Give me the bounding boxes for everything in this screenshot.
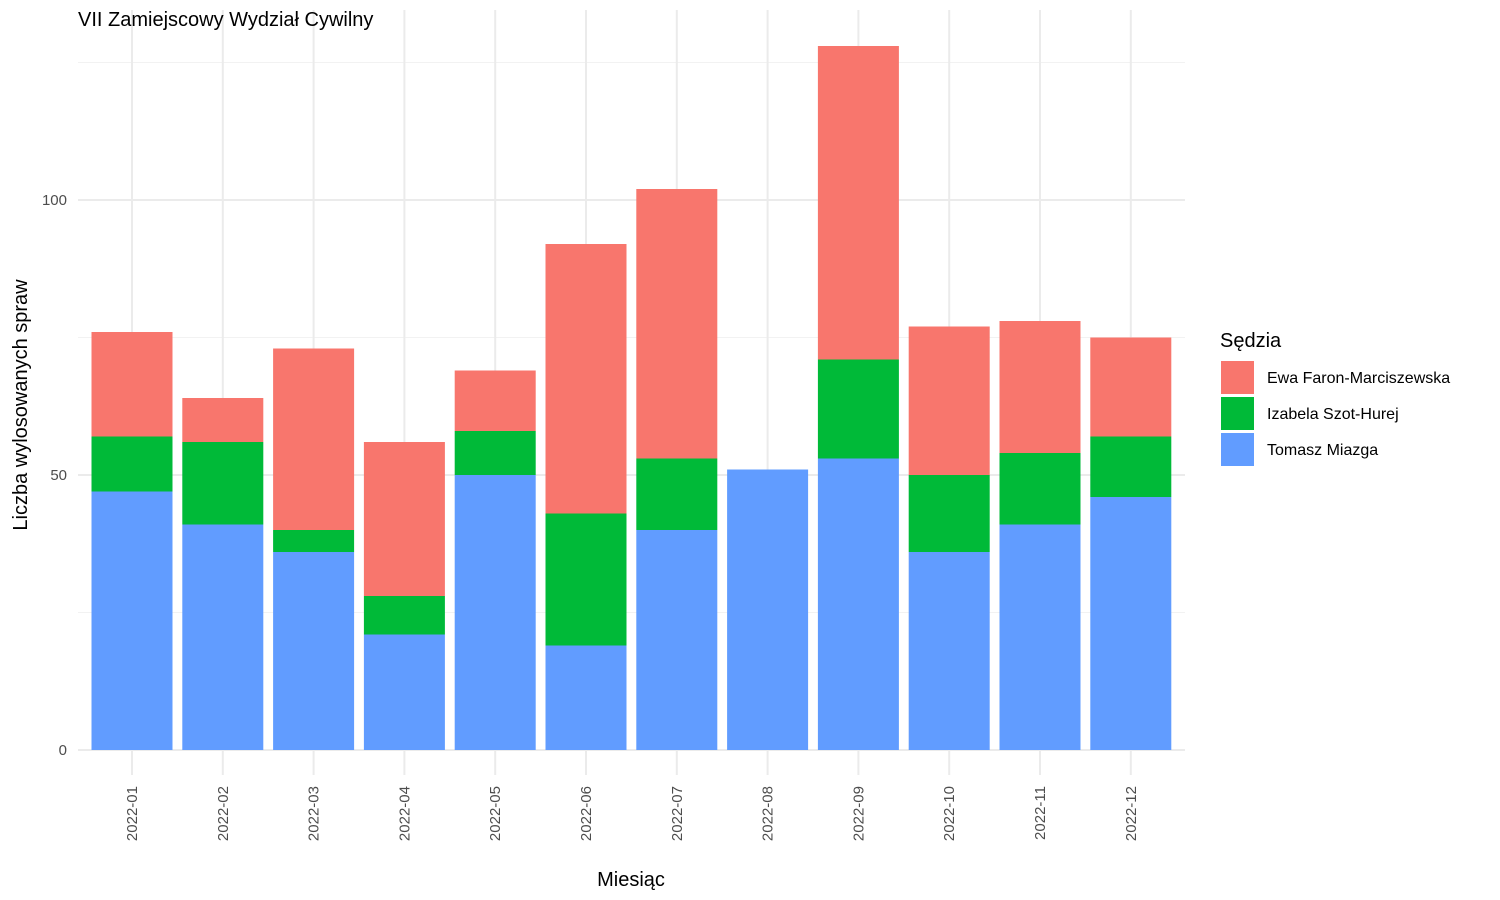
bar-segment (817, 359, 899, 459)
legend-label: Tomasz Miazga (1267, 442, 1378, 459)
x-tick-label: 2022-09 (850, 786, 867, 841)
bar-segment (636, 458, 718, 530)
y-axis-title: Liczba wylosowanych spraw (10, 279, 32, 531)
x-tick-label: 2022-06 (578, 786, 595, 841)
bar-segment (1090, 337, 1172, 437)
bar-segment (636, 189, 718, 459)
x-tick-label: 2022-01 (124, 786, 141, 841)
bar-segment (273, 552, 355, 750)
bar-segment (999, 453, 1081, 525)
x-tick-label: 2022-12 (1123, 786, 1140, 841)
legend-title: Sędzia (1220, 330, 1282, 352)
bar-segment (91, 491, 173, 750)
bar-segment (182, 442, 264, 525)
bar-segment (1090, 436, 1172, 497)
bar-segment (908, 326, 990, 475)
x-tick-label: 2022-07 (669, 786, 686, 841)
x-tick-label: 2022-10 (941, 786, 958, 841)
legend-key (1221, 433, 1254, 466)
bar-segment (363, 442, 445, 596)
legend-label: Ewa Faron-Marciszewska (1267, 370, 1450, 387)
bar-segment (363, 596, 445, 635)
bar-segment (273, 530, 355, 552)
bar-segment (727, 469, 809, 750)
legend-key (1221, 397, 1254, 430)
bar-segment (91, 332, 173, 437)
bar-segment (545, 244, 627, 514)
y-tick-label: 0 (59, 742, 67, 759)
bar-segment (636, 530, 718, 750)
bar-segment (908, 552, 990, 750)
bar-segment (91, 436, 173, 492)
legend-label: Izabela Szot-Hurej (1267, 406, 1399, 423)
x-tick-label: 2022-03 (306, 786, 323, 841)
bar-segment (1090, 497, 1172, 750)
chart-title: VII Zamiejscowy Wydział Cywilny (78, 9, 373, 31)
x-tick-label: 2022-05 (487, 786, 504, 841)
y-tick-label: 50 (50, 467, 67, 484)
bar-segment (273, 348, 355, 530)
legend: Sędzia Ewa Faron-Marciszewska Izabela Szo… (1220, 330, 1450, 466)
x-tick-label: 2022-08 (760, 786, 777, 841)
ticks-layer: 0 50 100 2022-01 2022-02 2022-03 2022-04 2022-0… (42, 192, 1140, 841)
bar-segment (999, 524, 1081, 750)
y-tick-label: 100 (42, 192, 67, 209)
bar-segment (454, 475, 536, 750)
x-tick-label: 2022-11 (1032, 786, 1049, 840)
x-tick-label: 2022-04 (396, 786, 413, 841)
bar-segment (545, 645, 627, 750)
bar-segment (908, 475, 990, 552)
bar-segment (454, 431, 536, 475)
bar-segment (182, 398, 264, 442)
bar-segment (817, 46, 899, 360)
legend-key (1221, 361, 1254, 394)
bars-layer (91, 46, 1172, 750)
bar-segment (363, 634, 445, 750)
bar-segment (545, 513, 627, 646)
x-axis-title: Miesiąc (597, 869, 665, 891)
bar-segment (454, 370, 536, 431)
bar-segment (817, 458, 899, 750)
bar-segment (182, 524, 264, 750)
bar-segment (999, 321, 1081, 453)
x-tick-label: 2022-02 (215, 786, 232, 841)
